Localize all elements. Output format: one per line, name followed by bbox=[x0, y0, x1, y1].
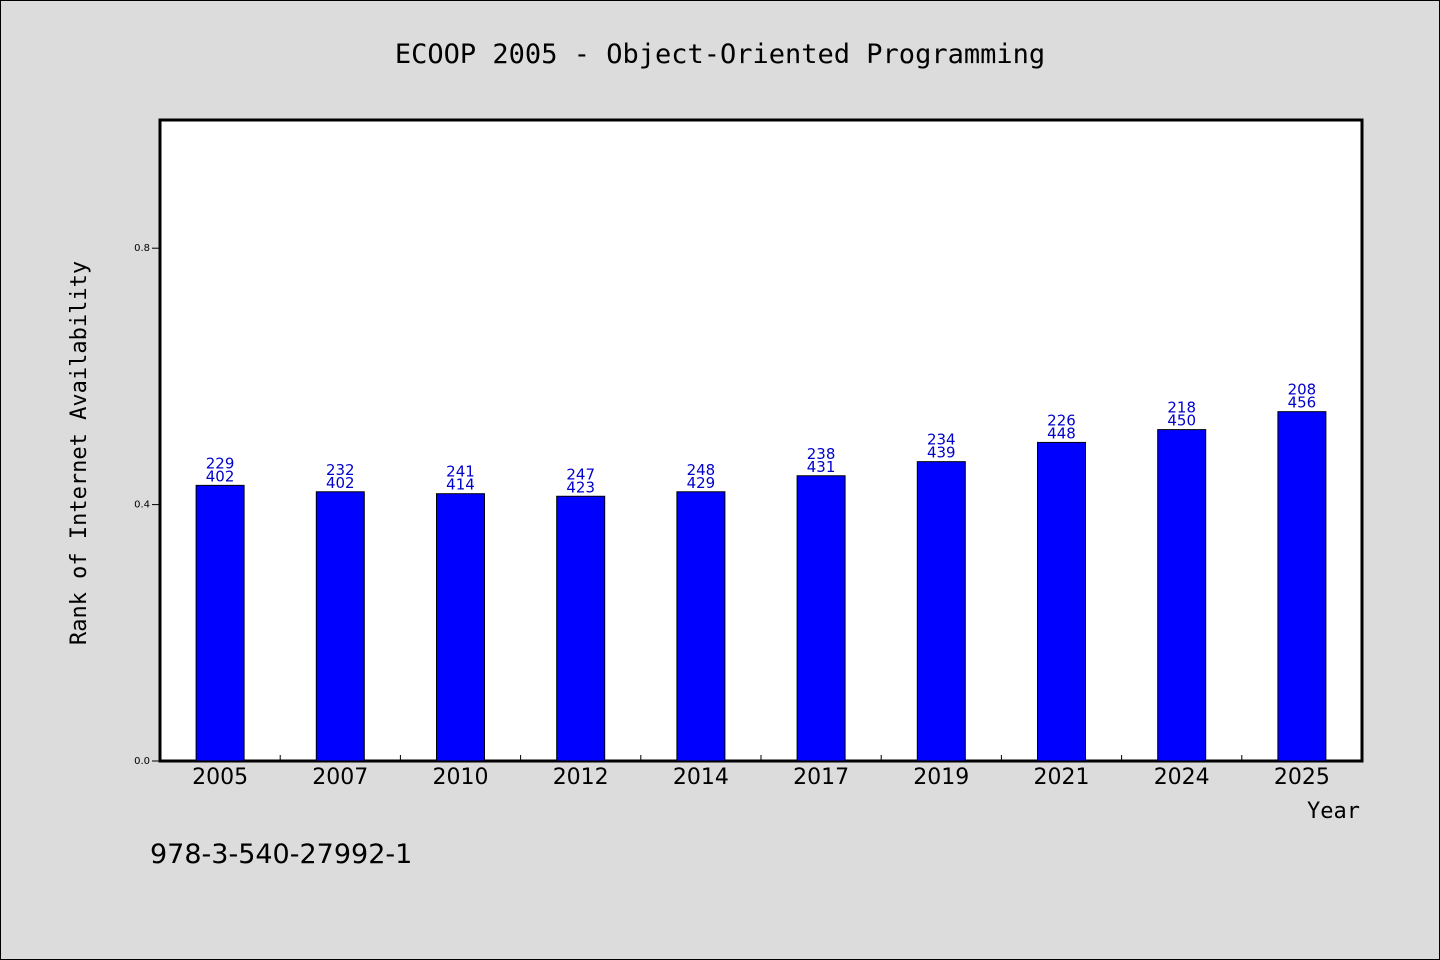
bar-label-bottom: 402 bbox=[206, 467, 235, 485]
bar bbox=[796, 475, 846, 762]
bar bbox=[916, 461, 966, 762]
bar bbox=[676, 491, 726, 762]
bar-label-top: 234 bbox=[927, 431, 956, 449]
x-tick-label: 2014 bbox=[673, 765, 729, 790]
x-tick-label: 2017 bbox=[793, 765, 849, 790]
bar bbox=[1037, 441, 1086, 762]
bar-label-top: 247 bbox=[566, 465, 595, 483]
bar-label-top: 208 bbox=[1288, 381, 1317, 399]
bar-label-bottom: 402 bbox=[326, 474, 355, 492]
y-tick-label: 0.0 bbox=[134, 756, 150, 767]
bar-label-bottom: 414 bbox=[446, 476, 475, 494]
bar bbox=[436, 493, 485, 762]
y-axis-title: Rank of Internet Availability bbox=[67, 261, 92, 645]
bar-label-bottom: 423 bbox=[566, 478, 595, 496]
bar-label-bottom: 431 bbox=[807, 458, 836, 476]
bar bbox=[1277, 411, 1327, 762]
bar-label-bottom: 429 bbox=[687, 474, 716, 492]
y-axis: 0.0 0.4 0.8 bbox=[134, 243, 160, 767]
bar-label-bottom: 450 bbox=[1167, 412, 1196, 430]
x-tick-label: 2005 bbox=[192, 765, 248, 790]
x-tick-label: 2024 bbox=[1154, 765, 1210, 790]
x-tick-label: 2019 bbox=[913, 765, 969, 790]
bar-label-bottom: 448 bbox=[1047, 424, 1076, 442]
y-tick-label: 0.4 bbox=[134, 500, 150, 511]
bar bbox=[556, 495, 606, 762]
x-axis: 2005 2007 2010 2012 2014 2017 2019 2021 2024 2025 bbox=[192, 755, 1330, 790]
bar-label-top: 232 bbox=[326, 461, 355, 479]
bar bbox=[195, 484, 245, 762]
bar-label-top: 229 bbox=[206, 454, 235, 472]
bar-label-top: 248 bbox=[687, 461, 716, 479]
y-tick-label: 0.8 bbox=[134, 243, 150, 254]
bar-label-bottom: 439 bbox=[927, 444, 956, 462]
x-tick-label: 2012 bbox=[553, 765, 609, 790]
x-tick-label: 2021 bbox=[1034, 765, 1090, 790]
bar bbox=[1157, 429, 1207, 762]
bar-label-top: 241 bbox=[446, 463, 475, 481]
x-tick-label: 2007 bbox=[312, 765, 368, 790]
bar bbox=[315, 491, 365, 762]
x-tick-label: 2010 bbox=[433, 765, 489, 790]
chart-title: ECOOP 2005 - Object-Oriented Programming bbox=[395, 39, 1045, 70]
bar-label-top: 238 bbox=[807, 445, 836, 463]
bar-label-bottom: 456 bbox=[1288, 394, 1317, 412]
bar-label-top: 218 bbox=[1167, 399, 1196, 417]
bar-label-top: 226 bbox=[1047, 411, 1076, 429]
x-axis-title: Year bbox=[1307, 799, 1360, 824]
x-tick-label: 2025 bbox=[1274, 765, 1330, 790]
isbn-label: 978-3-540-27992-1 bbox=[150, 839, 412, 870]
